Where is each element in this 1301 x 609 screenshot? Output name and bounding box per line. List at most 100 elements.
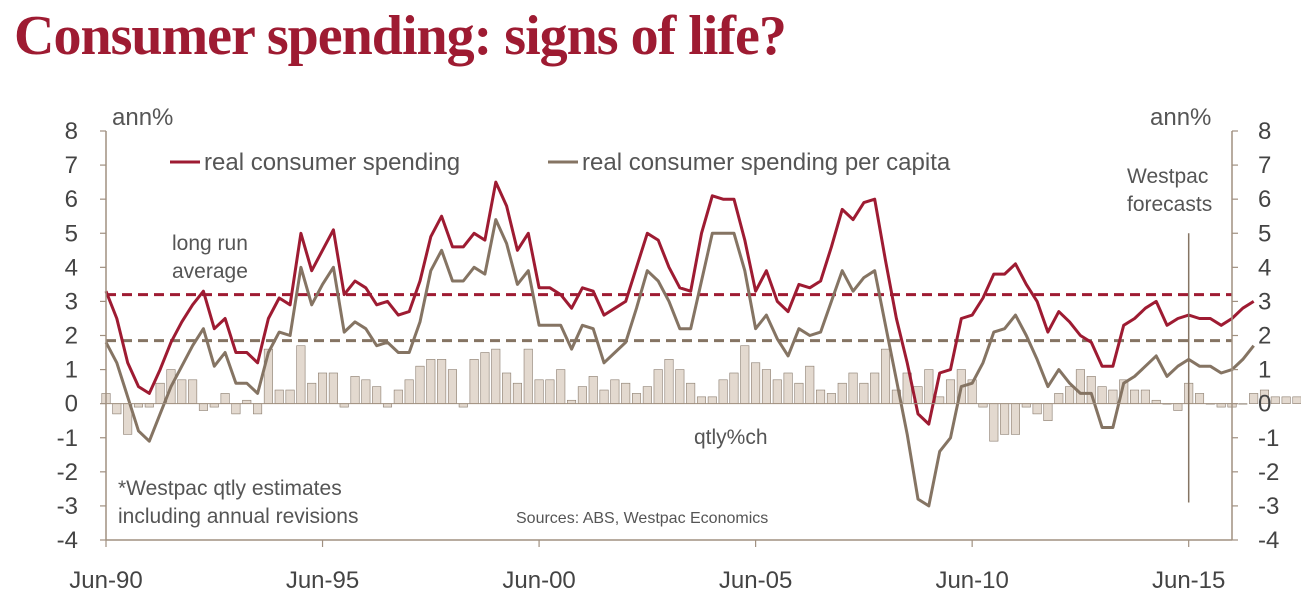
- qtly-bar: [621, 382, 631, 404]
- x-tick-labels: Jun-90 Jun-95 Jun-00 Jun-05 Jun-10 Jun-15: [69, 567, 1225, 594]
- qtly-bar: [1292, 396, 1301, 404]
- y-tick-label-right: 4: [1258, 254, 1271, 281]
- average-lines: [106, 293, 1232, 343]
- series-line-spending: [104, 180, 1255, 426]
- qtly-bar: [696, 396, 707, 404]
- qtly-bar: [599, 389, 609, 404]
- y-axis-unit-left: ann%: [112, 104, 173, 131]
- qtly-bar: [870, 372, 880, 404]
- y-tick-label-left: 2: [65, 323, 78, 350]
- qtly-bar: [426, 359, 436, 404]
- legend-label-spending: real consumer spending: [204, 149, 460, 176]
- qtly-bar: [220, 393, 230, 404]
- series-line-per-capita: [104, 218, 1255, 508]
- qtly-bar: [989, 403, 999, 442]
- y-tick-label-left: -4: [57, 527, 78, 554]
- qtly-bar: [350, 376, 360, 404]
- qtly-bar: [837, 382, 847, 404]
- y-tick-label-left: 8: [65, 118, 78, 145]
- qtly-bar: [209, 403, 219, 408]
- axes: [100, 130, 1238, 547]
- y-tick-labels: 8 8 7 7 6 6 5 5 4 4 3 3 2 2 1 1 0 0 -1 -1 -2 -2 -3 -3 -4 -4: [57, 118, 1280, 554]
- x-tick-label: Jun-00: [502, 567, 575, 594]
- qtly-bar: [1151, 399, 1161, 404]
- qtly-bar: [361, 379, 371, 404]
- qtly-bar: [534, 379, 544, 404]
- y-tick-label-right: 2: [1258, 323, 1271, 350]
- qtly-label: qtly%ch: [694, 426, 768, 449]
- y-tick-label-left: -3: [57, 493, 78, 520]
- qtly-bar: [1249, 393, 1259, 404]
- forecast-label-line1: Westpac: [1127, 165, 1208, 188]
- qtly-bar: [480, 352, 490, 404]
- qtly-bar: [133, 403, 144, 408]
- qtly-bar: [437, 359, 447, 404]
- qtly-bar: [372, 386, 382, 404]
- y-tick-label-left: -2: [57, 459, 78, 486]
- qtly-bar: [274, 389, 284, 404]
- qtly-bar: [469, 359, 479, 404]
- qtly-bar: [545, 379, 555, 404]
- qtly-bar: [155, 382, 165, 404]
- qtly-bar: [664, 359, 674, 404]
- qtly-bar: [177, 379, 187, 404]
- y-tick-label-left: 7: [65, 152, 78, 179]
- qtly-bar: [978, 403, 988, 408]
- qtly-bar: [740, 345, 750, 404]
- y-tick-label-right: 1: [1258, 357, 1271, 384]
- x-tick-label: Jun-05: [719, 567, 792, 594]
- qtly-bar: [610, 379, 620, 404]
- x-tick-label: Jun-95: [286, 567, 359, 594]
- qtly-bar: [1140, 389, 1150, 404]
- qtly-bar: [1097, 386, 1107, 404]
- qtly-bar: [458, 403, 468, 408]
- qtly-bar: [447, 369, 457, 404]
- qtly-bar: [502, 372, 512, 404]
- qtly-bar: [1216, 403, 1226, 408]
- qtly-bar: [577, 386, 587, 404]
- qtly-bar: [1075, 369, 1085, 404]
- y-tick-label-right: 0: [1258, 391, 1271, 418]
- qtly-bar: [935, 396, 945, 404]
- qtly-bar: [415, 365, 425, 404]
- qtly-bar: [328, 372, 338, 404]
- sources-label: Sources: ABS, Westpac Economics: [516, 510, 768, 527]
- y-tick-label-left: 5: [65, 220, 78, 247]
- qtly-bar: [718, 379, 728, 404]
- forecast-label-line2: forecasts: [1127, 193, 1212, 216]
- qtly-bar: [881, 348, 891, 404]
- long-run-label-line2: average: [172, 260, 248, 283]
- qtly-bar: [1281, 396, 1291, 404]
- qtly-bar: [296, 345, 306, 404]
- y-tick-label-right: 3: [1258, 288, 1271, 315]
- footnote-line1: *Westpac qtly estimates: [118, 477, 342, 500]
- y-tick-label-left: -1: [57, 425, 78, 452]
- qtly-bar: [1130, 389, 1140, 404]
- long-run-label-line1: long run: [172, 232, 248, 255]
- qtly-bar: [1065, 386, 1075, 404]
- y-tick-label-right: 6: [1258, 186, 1271, 213]
- y-tick-label-right: -1: [1258, 425, 1279, 452]
- qtly-bar: [924, 369, 934, 404]
- qtly-bar: [512, 382, 522, 404]
- qtly-bar: [491, 348, 501, 404]
- qtly-bar: [653, 369, 663, 404]
- qtly-bar: [242, 399, 252, 404]
- y-tick-label-right: 8: [1258, 118, 1271, 145]
- qtly-bar: [1021, 403, 1031, 408]
- qtly-bar: [382, 403, 393, 408]
- qtly-bar: [675, 369, 685, 404]
- qtly-bar: [1032, 403, 1042, 415]
- y-tick-label-right: -3: [1258, 493, 1279, 520]
- qtly-bar: [805, 365, 815, 404]
- qtly-bar: [642, 386, 652, 404]
- qtly-bar: [783, 372, 793, 404]
- qtly-bar: [848, 372, 858, 404]
- qtly-bar: [1054, 393, 1064, 404]
- qtly-bar: [112, 403, 122, 415]
- y-tick-label-left: 6: [65, 186, 78, 213]
- qtly-bar: [772, 379, 782, 404]
- qtly-bar: [188, 379, 198, 404]
- y-tick-label-left: 3: [65, 288, 78, 315]
- x-tick-label: Jun-90: [69, 567, 142, 594]
